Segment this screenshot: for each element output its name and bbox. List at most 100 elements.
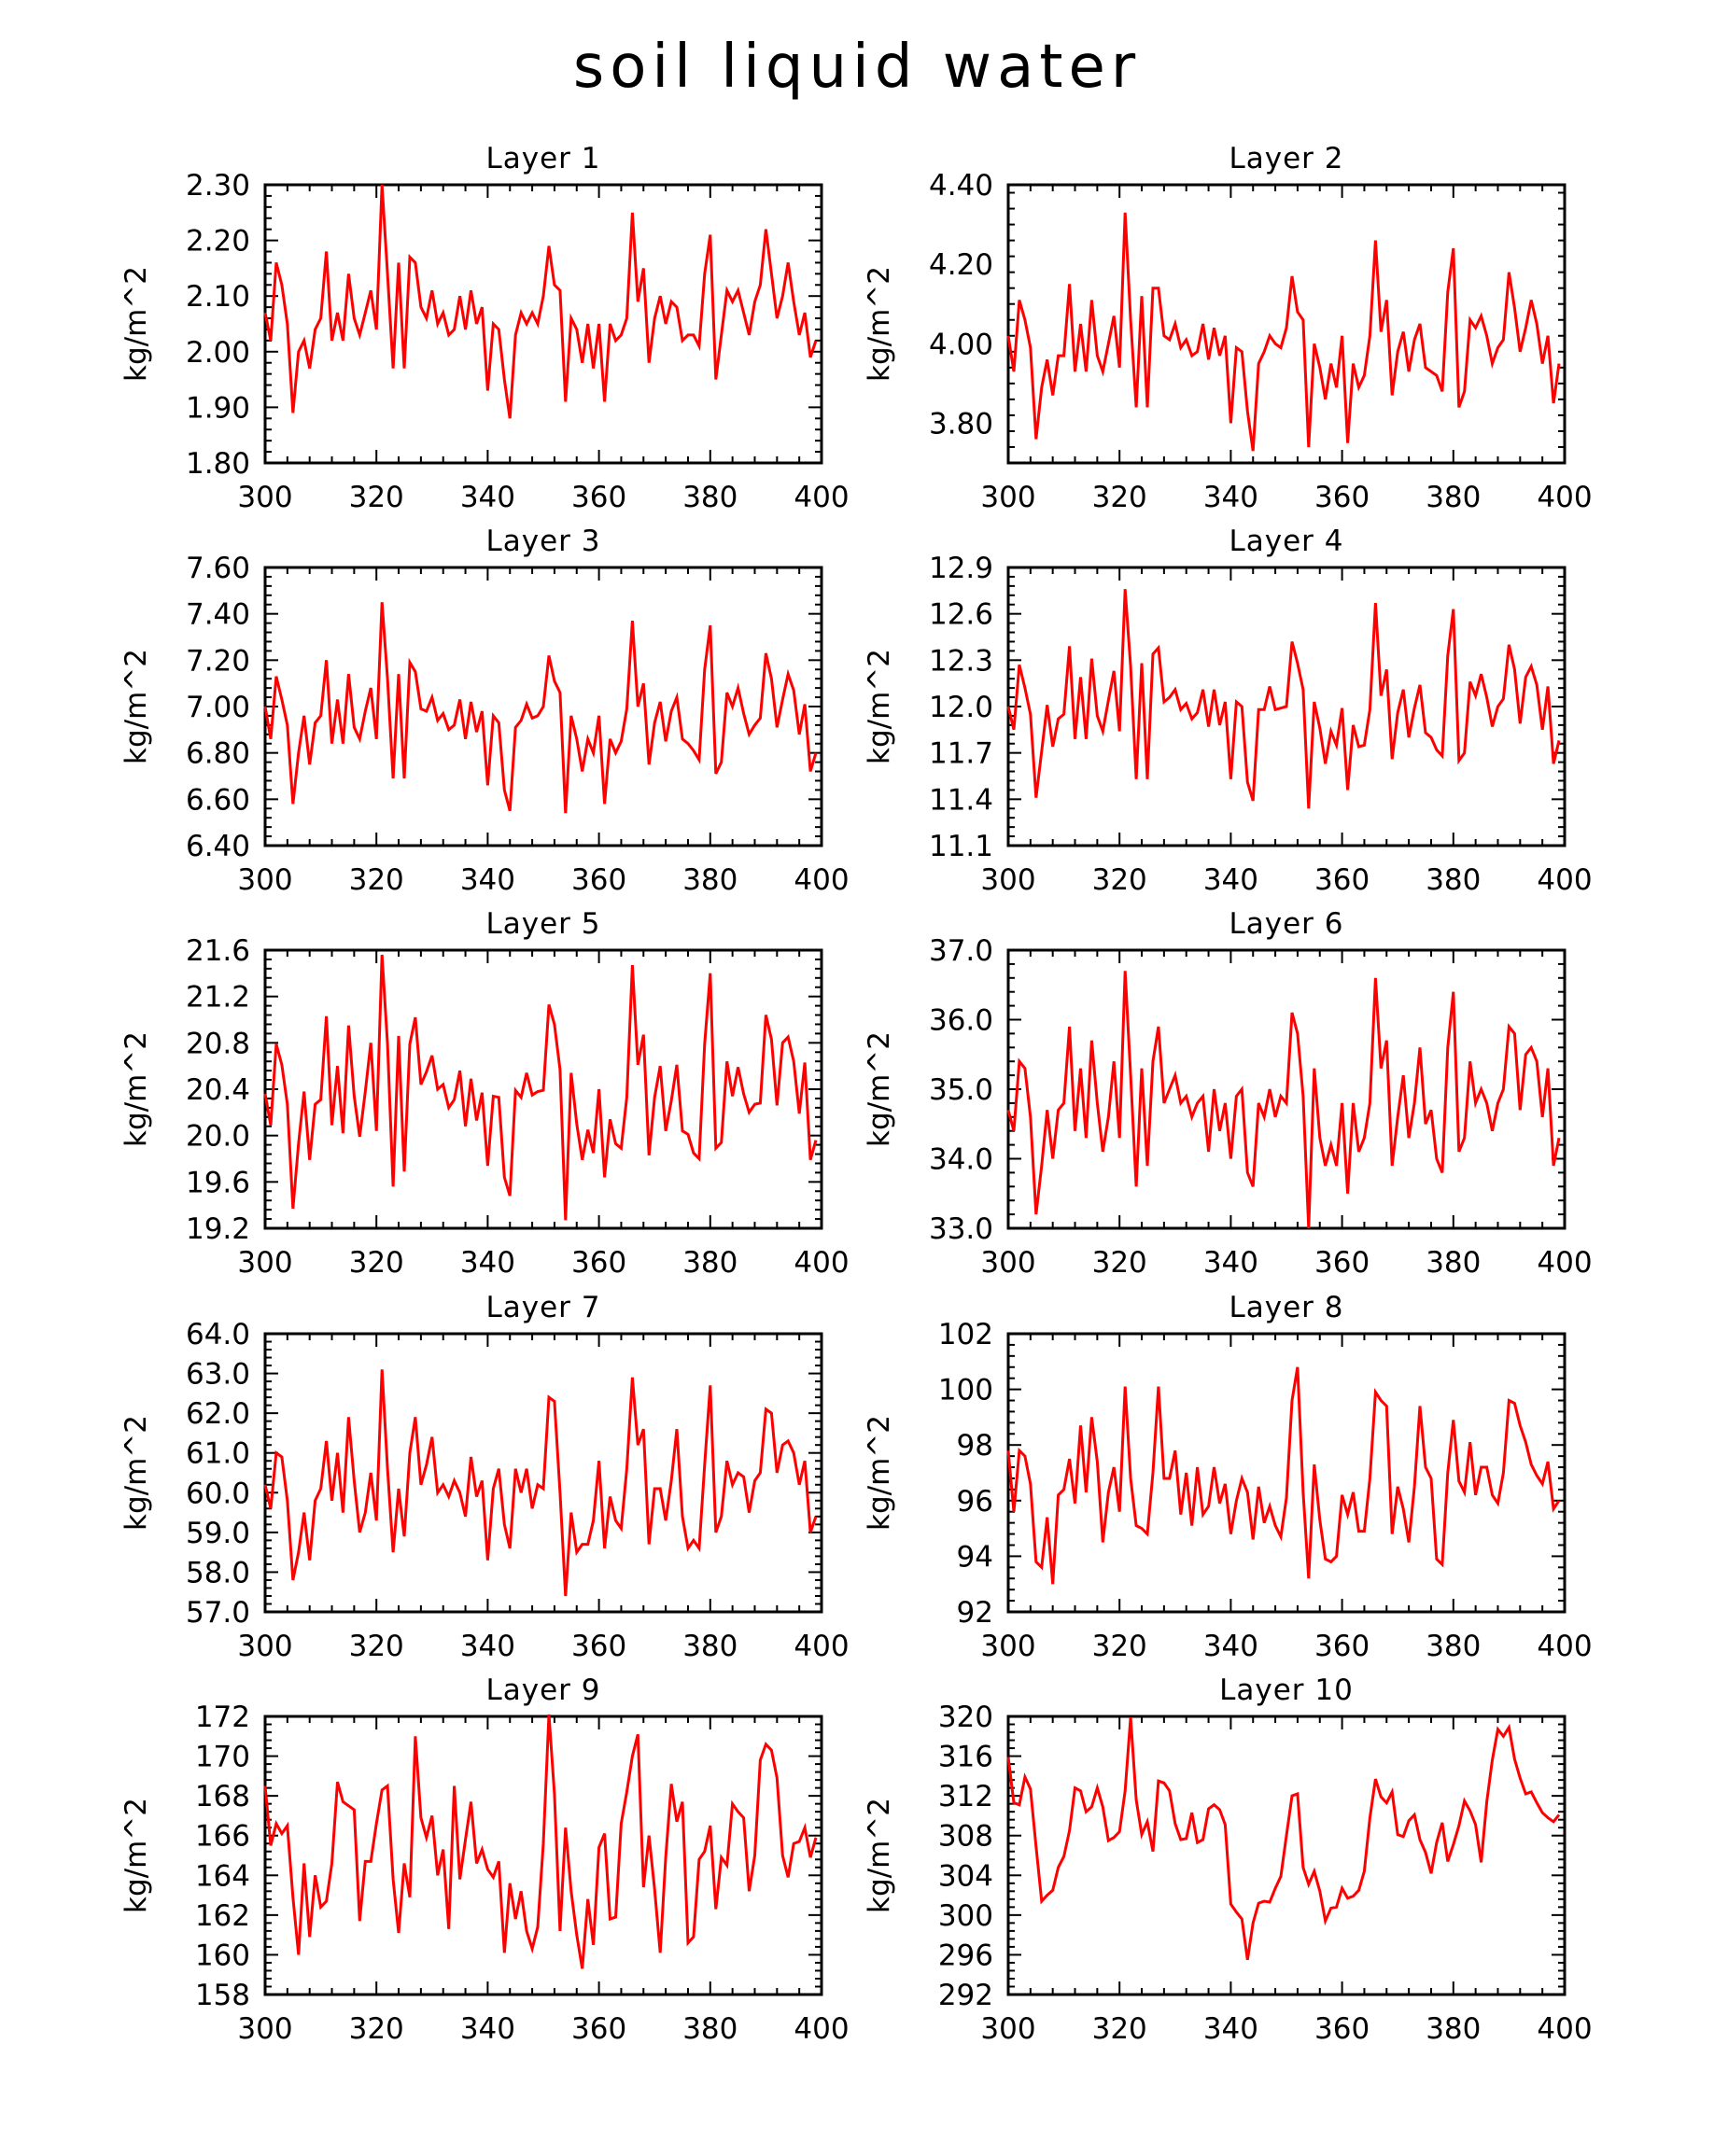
series-line (1006, 589, 1561, 809)
y-tick-label: 63.0 (186, 1358, 250, 1392)
y-tick-label: 19.6 (186, 1166, 250, 1199)
panel-title: Layer 7 (485, 1291, 600, 1324)
y-tick-label: 1.90 (186, 391, 250, 425)
y-tick-label: 162 (195, 1899, 250, 1933)
y-axis-label: kg/m^2 (863, 649, 896, 764)
x-tick-label: 360 (571, 2012, 626, 2046)
y-tick-label: 320 (938, 1701, 993, 1734)
x-tick-label: 320 (1092, 1630, 1147, 1663)
x-tick-label: 400 (1537, 2012, 1592, 2046)
x-tick-label: 300 (980, 481, 1035, 514)
y-tick-label: 57.0 (186, 1596, 250, 1630)
x-tick-label: 300 (237, 481, 292, 514)
y-tick-label: 33.0 (929, 1212, 993, 1246)
series-line (1006, 212, 1561, 452)
series-line (263, 602, 818, 814)
y-tick-label: 7.00 (186, 691, 250, 724)
x-tick-label: 400 (794, 481, 849, 514)
y-tick-label: 20.8 (186, 1027, 250, 1060)
y-axis-label: kg/m^2 (119, 1798, 153, 1913)
x-tick-label: 340 (1203, 481, 1258, 514)
y-tick-label: 11.7 (929, 737, 993, 771)
x-tick-label: 400 (1537, 481, 1592, 514)
panel-title: Layer 5 (485, 907, 600, 941)
panel-title: Layer 3 (485, 525, 600, 558)
panel-title: Layer 6 (1229, 907, 1343, 941)
y-tick-label: 11.4 (929, 783, 993, 817)
y-tick-label: 296 (938, 1939, 993, 1972)
y-tick-label: 4.40 (929, 169, 993, 203)
x-tick-label: 380 (682, 1246, 738, 1280)
plot-frame (263, 1332, 823, 1614)
x-tick-label: 400 (794, 2012, 849, 2046)
x-tick-label: 400 (794, 863, 849, 897)
panel-layer-7: Layer 7 kg/m^2 300 320 340 360 380 400 57.0 58.0 5… (119, 1291, 850, 1663)
y-tick-label: 60.0 (186, 1477, 250, 1510)
x-tick-label: 380 (682, 481, 738, 514)
plot-frame (263, 1715, 823, 1996)
series-line (263, 184, 818, 419)
x-tick-label: 340 (460, 2012, 515, 2046)
y-tick-label: 12.0 (929, 691, 993, 724)
y-tick-label: 304 (938, 1859, 993, 1893)
x-tick-label: 340 (460, 863, 515, 897)
panel-layer-4: Layer 4 kg/m^2 300 320 340 360 380 400 11.1 11.4 1… (863, 525, 1593, 897)
x-tick-label: 400 (794, 1246, 849, 1280)
x-tick-label: 320 (349, 1246, 404, 1280)
y-axis-label: kg/m^2 (863, 1798, 896, 1913)
x-tick-label: 340 (460, 1630, 515, 1663)
x-tick-label: 300 (237, 1630, 292, 1663)
y-tick-label: 2.20 (186, 225, 250, 259)
y-tick-label: 98 (957, 1429, 993, 1463)
y-tick-label: 11.1 (929, 830, 993, 863)
x-tick-label: 400 (1537, 1630, 1592, 1663)
panel-layer-3: Layer 3 kg/m^2 300 320 340 360 380 400 6.40 6.60 6… (119, 525, 850, 897)
y-tick-label: 2.30 (186, 169, 250, 203)
x-tick-label: 320 (1092, 1246, 1147, 1280)
y-tick-label: 20.0 (186, 1120, 250, 1154)
y-axis-label: kg/m^2 (863, 1031, 896, 1147)
y-tick-label: 100 (938, 1374, 993, 1407)
x-tick-label: 360 (1314, 1630, 1370, 1663)
y-tick-label: 300 (938, 1899, 993, 1933)
y-tick-label: 12.3 (929, 644, 993, 678)
panel-title: Layer 10 (1219, 1673, 1354, 1707)
x-tick-label: 320 (1092, 2012, 1147, 2046)
y-tick-label: 102 (938, 1318, 993, 1351)
x-tick-label: 320 (349, 863, 404, 897)
series-line (263, 954, 818, 1221)
x-tick-label: 360 (571, 863, 626, 897)
plot-frame (1006, 1715, 1566, 1996)
y-axis-label: kg/m^2 (119, 1415, 153, 1531)
y-axis-label: kg/m^2 (119, 1031, 153, 1147)
panel-title: Layer 8 (1229, 1291, 1343, 1324)
x-tick-label: 300 (980, 1630, 1035, 1663)
x-tick-label: 360 (571, 1246, 626, 1280)
y-axis-label: kg/m^2 (119, 649, 153, 764)
x-tick-label: 380 (1426, 1630, 1481, 1663)
panel-title: Layer 4 (1229, 525, 1343, 558)
y-tick-label: 94 (957, 1540, 993, 1574)
x-tick-label: 380 (1426, 863, 1481, 897)
x-tick-label: 360 (1314, 863, 1370, 897)
x-tick-label: 320 (349, 2012, 404, 2046)
y-tick-label: 3.80 (929, 407, 993, 441)
x-tick-label: 360 (571, 1630, 626, 1663)
x-tick-label: 400 (1537, 863, 1592, 897)
x-tick-label: 300 (237, 1246, 292, 1280)
x-tick-label: 300 (237, 863, 292, 897)
y-tick-label: 7.20 (186, 644, 250, 678)
y-tick-label: 21.2 (186, 981, 250, 1015)
x-tick-label: 320 (349, 1630, 404, 1663)
x-tick-label: 300 (980, 863, 1035, 897)
y-tick-label: 12.9 (929, 552, 993, 585)
series-line (1006, 971, 1561, 1229)
y-tick-label: 20.4 (186, 1073, 250, 1107)
plot-frame (1006, 183, 1566, 465)
y-tick-label: 2.00 (186, 336, 250, 370)
panel-layer-5: Layer 5 kg/m^2 300 320 340 360 380 400 19.2 19.6 2… (119, 907, 850, 1280)
panel-layer-9: Layer 9 kg/m^2 300 320 340 360 380 400 158 160 162… (119, 1673, 850, 2046)
x-tick-label: 360 (571, 481, 626, 514)
y-tick-label: 21.6 (186, 934, 250, 968)
